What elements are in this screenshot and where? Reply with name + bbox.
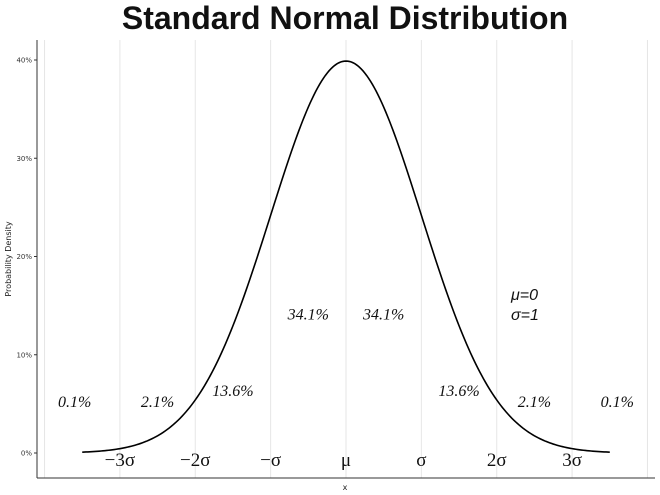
y-axis-ticks: 0% 10% 20% 30% 40% (16, 57, 37, 458)
sigma-parameter: σ=1 (511, 307, 539, 324)
y-tick-label-0: 0% (21, 450, 32, 458)
region-label-6: 2.1% (518, 394, 551, 411)
sigma-label-2: −σ (260, 450, 281, 471)
region-label-1: 2.1% (141, 394, 174, 411)
y-tick-label-2: 20% (16, 253, 32, 261)
sigma-label-3: μ (341, 450, 351, 471)
sigma-labels: −3σ −2σ −σ μ σ 2σ 3σ (105, 450, 582, 471)
sigma-label-6: 3σ (562, 450, 582, 471)
region-label-4: 34.1% (362, 306, 404, 323)
region-label-2: 13.6% (212, 383, 253, 400)
mu-parameter: μ=0 (510, 287, 538, 304)
sigma-label-4: σ (416, 450, 426, 471)
density-curve (82, 60, 610, 453)
region-percent-labels: 0.1% 2.1% 13.6% 34.1% 34.1% 13.6% 2.1% 0.1% (58, 306, 634, 410)
sigma-label-1: −2σ (180, 450, 210, 471)
region-label-7: 0.1% (601, 394, 634, 411)
region-label-5: 13.6% (438, 383, 479, 400)
y-tick-label-4: 40% (16, 57, 32, 65)
y-tick-label-1: 10% (16, 351, 32, 359)
y-axis-label: Probability Density (4, 221, 13, 297)
region-label-3: 34.1% (287, 306, 329, 323)
y-tick-label-3: 30% (16, 155, 32, 163)
gridlines (44, 40, 648, 478)
chart-title: Standard Normal Distribution (122, 0, 568, 36)
sigma-label-0: −3σ (105, 450, 135, 471)
region-label-0: 0.1% (58, 394, 91, 411)
sigma-label-5: 2σ (487, 450, 507, 471)
x-axis-label: x (343, 483, 348, 492)
